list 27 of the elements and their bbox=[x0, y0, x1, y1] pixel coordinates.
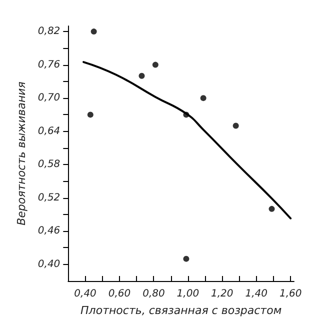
point bbox=[183, 112, 190, 118]
point bbox=[200, 95, 206, 102]
x-tick-label: 1,60 bbox=[279, 288, 302, 300]
y-tick-label: 0,70 bbox=[38, 92, 60, 104]
x-tick-label: 1,20 bbox=[211, 288, 234, 300]
y-tick-label: 0,46 bbox=[38, 226, 60, 237]
y-tick-label: 0,58 bbox=[38, 159, 60, 170]
y-tick-label: 0,40 bbox=[38, 258, 60, 270]
x-tick-label: 1,00 bbox=[176, 288, 200, 300]
x-tick-label: 1,40 bbox=[245, 288, 268, 300]
y-tick-label: 0,76 bbox=[38, 59, 60, 70]
line-series bbox=[82, 61, 292, 220]
x-tick-label: 0,80 bbox=[142, 288, 165, 300]
point bbox=[152, 62, 158, 68]
x-axis-title: Плотность, связанная с возрастом bbox=[80, 304, 282, 317]
point bbox=[138, 72, 145, 79]
y-axis-title: Вероятность выживания bbox=[15, 81, 28, 226]
point bbox=[183, 256, 190, 262]
y-tick-label: 0,82 bbox=[38, 26, 60, 38]
y-tick-label: 0,52 bbox=[38, 192, 60, 204]
x-tick-label: 0,40 bbox=[74, 288, 96, 300]
x-tick-label: 0,60 bbox=[108, 288, 131, 300]
y-tick-label: 0,64 bbox=[38, 126, 60, 137]
point bbox=[232, 122, 239, 129]
point bbox=[87, 112, 94, 118]
point bbox=[268, 206, 275, 212]
point bbox=[90, 28, 97, 35]
